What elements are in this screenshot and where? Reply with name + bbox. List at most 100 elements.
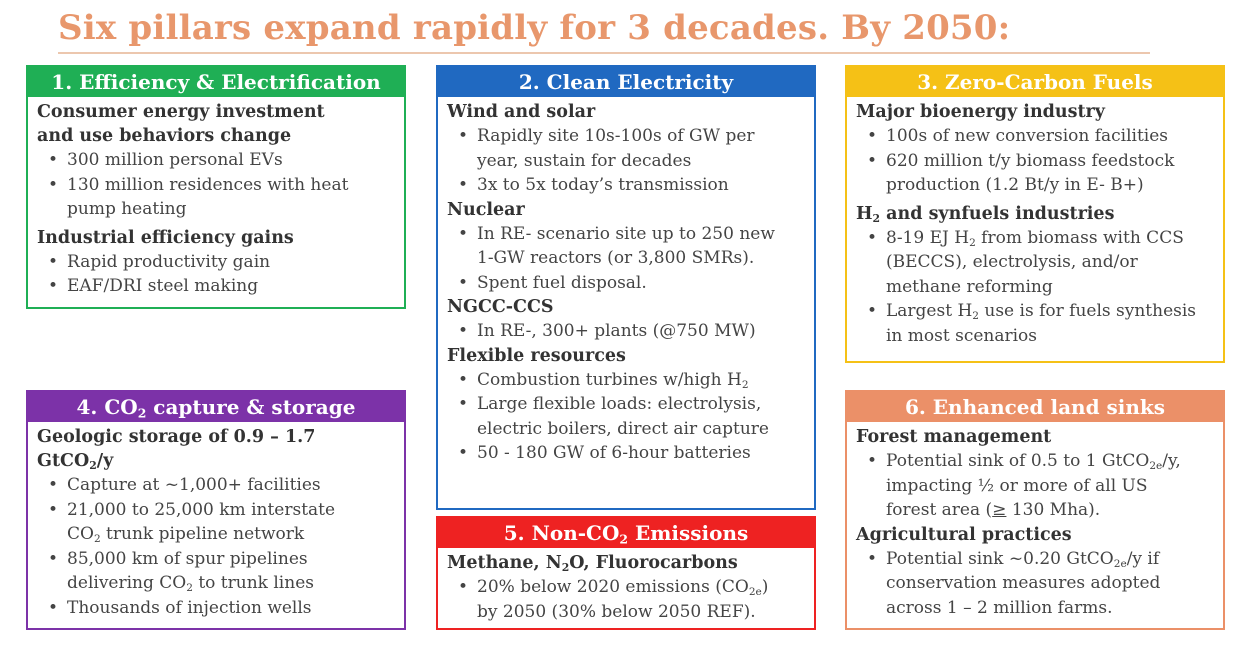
pillar-clean-electricity: 2. Clean Electricity Wind and solar Rapi… (436, 65, 816, 510)
pillar-header: 1. Efficiency & Electrification (28, 67, 404, 97)
pillar-efficiency-electrification: 1. Efficiency & Electrification Consumer… (26, 65, 406, 309)
bullet-text: use is for fuels synthesis (978, 301, 1197, 321)
pillar-non-co2-emissions: 5. Non-CO2 Emissions Methane, N2O, Fluor… (436, 516, 816, 630)
header-text: 4. CO (76, 395, 138, 419)
bullet-text: 8-19 EJ H (886, 227, 970, 248)
bullet-item: 130 million residences with heat pump hea… (37, 173, 398, 222)
subscript: 2 (972, 309, 979, 322)
bullet-text: electric boilers, direct air capture (477, 418, 769, 439)
subheading: Industrial efficiency gains (37, 227, 294, 248)
subscript: 2 (186, 581, 193, 594)
bullet-list: Potential sink ~0.20 GtCO2e/y if conserva… (856, 547, 1217, 621)
bullet-item: 21,000 to 25,000 km interstate CO2 trunk … (37, 498, 398, 547)
bullet-item: Rapidly site 10s-100s of GW per year, sus… (447, 124, 808, 173)
bullet-text: Combustion turbines w/high H (477, 369, 742, 390)
subscript: 2 (89, 459, 97, 473)
bullet-text: 21,000 to 25,000 km interstate (67, 499, 336, 520)
pillar-enhanced-land-sinks: 6. Enhanced land sinks Forest management… (845, 390, 1225, 630)
bullet-item: In RE-, 300+ plants (@750 MW) (447, 319, 808, 344)
bullet-item: 50 - 180 GW of 6-hour batteries (447, 441, 808, 466)
subscript: 2e (1149, 459, 1163, 472)
bullet-list: In RE- scenario site up to 250 new 1-GW r… (447, 222, 808, 296)
bullet-list: 8-19 EJ H 2 from biomass with CCS (BECCS),… (856, 226, 1217, 349)
subscript: 2 (93, 532, 101, 545)
bullet-text: 85,000 km of spur pipelines (67, 548, 308, 569)
bullet-text: delivering CO (67, 573, 187, 593)
bullet-text: /y if (1126, 548, 1160, 569)
bullet-text: (BECCS), electrolysis, and/or (886, 252, 1138, 272)
bullet-item: Spent fuel disposal. (447, 271, 808, 296)
bullet-item: EAF/DRI steel making (37, 274, 398, 299)
subheading: Major bioenergy industry (856, 102, 1105, 122)
bullet-text: Rapidly site 10s-100s of GW per (477, 126, 755, 146)
bullet-list: 100s of new conversion facilities 620 mi… (856, 124, 1217, 198)
bullet-text: 1-GW reactors (or 3,800 SMRs). (477, 248, 755, 268)
bullet-text: 620 million t/y biomass feedstock (886, 150, 1175, 171)
bullet-item: 20% below 2020 emissions (CO2e)by 2050 (… (447, 575, 808, 624)
bullet-list: In RE-, 300+ plants (@750 MW) (447, 319, 808, 344)
bullet-text: /y, (1162, 451, 1181, 471)
subscript: 2e (1113, 557, 1127, 570)
subscript: 2 (137, 405, 147, 421)
subscript: 2 (619, 531, 629, 547)
subheading: H2 and synfuels industries (856, 202, 1217, 226)
bullet-text: forest area ( (886, 500, 993, 520)
bullet-list: Rapidly site 10s-100s of GW per year, sus… (447, 124, 808, 198)
bullet-text: Largest H (886, 301, 973, 321)
subheading-text: H (856, 203, 873, 224)
bullet-item: Rapid productivity gain (37, 250, 398, 275)
pillar-header: 2. Clean Electricity (438, 67, 814, 97)
slide-title: Six pillars expand rapidly for 3 decades… (58, 8, 1011, 48)
subheading: Forest management (856, 427, 1052, 447)
bullet-text: trunk pipeline network (100, 524, 305, 544)
pillar-header: 5. Non-CO2 Emissions (438, 518, 814, 548)
pillar-header: 4. CO2 capture & storage (28, 392, 404, 422)
bullet-text: production (1.2 Bt/y in E- B+) (886, 175, 1144, 195)
subheading: Nuclear (447, 199, 525, 220)
bullet-item: Potential sink ~0.20 GtCO2e/y if conserva… (856, 547, 1217, 621)
bullet-text: across 1 – 2 million farms. (886, 597, 1113, 618)
bullet-text: 130 million residences with heat (67, 174, 349, 195)
subheading-text: GtCO (37, 451, 90, 471)
bullet-item: Large flexible loads: electrolysis, elect… (447, 392, 808, 441)
bullet-list: 300 million personal EVs 130 million res… (37, 148, 398, 222)
bullet-item: In RE- scenario site up to 250 new 1-GW r… (447, 222, 808, 271)
bullet-text: ≥ (992, 500, 1007, 520)
subheading: Flexible resources (447, 345, 626, 366)
subheading: NGCC-CCS (447, 297, 554, 317)
header-text: Emissions (628, 521, 749, 545)
pillar-zero-carbon-fuels: 3. Zero-Carbon Fuels Major bioenergy ind… (845, 65, 1225, 363)
pillar-co2-capture-storage: 4. CO2 capture & storage Geologic storag… (26, 390, 406, 630)
bullet-text: In RE- scenario site up to 250 new (477, 223, 775, 244)
bullet-text: ) (761, 577, 769, 597)
subheading-text: O, Fluorocarbons (569, 553, 738, 573)
bullet-text: year, sustain for decades (477, 150, 692, 171)
header-text: 5. Non-CO (503, 521, 620, 545)
bullet-list: Capture at ~1,000+ facilities 21,000 to … (37, 473, 398, 620)
subheading: Agricultural practices (856, 524, 1072, 545)
subheading: Methane, N2O, Fluorocarbons (447, 551, 808, 575)
bullet-list: Rapid productivity gain EAF/DRI steel ma… (37, 250, 398, 299)
bullet-item: 8-19 EJ H2 from biomass with CCS (BECCS),… (856, 226, 1217, 300)
subscript: 2e (748, 585, 762, 598)
bullet-text: Large flexible loads: electrolysis, (477, 394, 762, 414)
bullet-text: by 2050 (30% below 2050 REF). (477, 601, 756, 622)
subheading-line: and use behaviors change (37, 126, 292, 146)
subheading: Consumer energy investment and use behav… (37, 100, 398, 148)
bullet-text: 20% below 2020 emissions (CO (477, 577, 749, 597)
bullet-text: Potential sink ~0.20 GtCO (886, 548, 1114, 569)
bullet-item: 620 million t/y biomass feedstock product… (856, 149, 1217, 198)
subheading-text: Geologic storage of 0.9 – 1.7 (37, 427, 316, 447)
bullet-text: 130 Mha). (1006, 500, 1101, 520)
subscript: 2 (561, 561, 570, 575)
subheading-line: Consumer energy investment (37, 102, 325, 122)
bullet-item: Largest H2 use is for fuels synthesis in … (856, 299, 1217, 348)
title-underline (58, 52, 1150, 54)
pillar-header: 6. Enhanced land sinks (847, 392, 1223, 422)
subscript: 2 (741, 378, 749, 391)
bullet-item: 300 million personal EVs (37, 148, 398, 173)
bullet-item: 85,000 km of spur pipelines delivering CO… (37, 547, 398, 596)
subheading-text: /y (96, 451, 114, 471)
bullet-text: from biomass with CCS (975, 227, 1184, 248)
bullet-item: 100s of new conversion facilities (856, 124, 1217, 149)
